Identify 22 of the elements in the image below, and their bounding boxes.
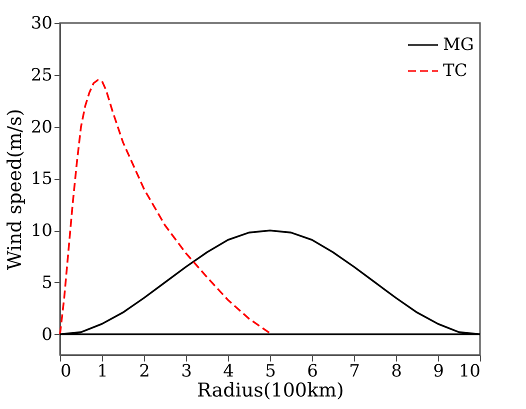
x-tick-label: 3	[181, 362, 192, 382]
y-tick-label: 5	[42, 272, 52, 293]
y-tick-label: 25	[30, 65, 52, 86]
y-tick-label: 20	[30, 117, 52, 138]
x-tick-label: 2	[139, 362, 150, 382]
y-tick-label: 0	[42, 324, 52, 345]
x-tick-label: 6	[307, 362, 318, 382]
y-tick-label: 10	[30, 221, 52, 241]
x-tick-label: 1	[97, 362, 108, 382]
x-tick-label: 10	[458, 362, 480, 382]
legend-label: TC	[443, 61, 468, 81]
x-tick-label: 9	[433, 362, 444, 382]
y-axis-title: Wind speed(m/s)	[4, 108, 26, 270]
x-tick-label: 5	[265, 362, 276, 382]
legend-label: MG	[443, 35, 474, 55]
x-tick-label: 8	[391, 362, 402, 382]
y-tick-label: 15	[30, 169, 52, 190]
x-axis-title: Radius(100km)	[197, 380, 344, 402]
x-tick-label: 7	[349, 362, 360, 382]
x-tick-label: 4	[223, 362, 234, 382]
x-tick-label: 0	[60, 362, 72, 382]
y-tick-label: 30	[30, 14, 52, 34]
